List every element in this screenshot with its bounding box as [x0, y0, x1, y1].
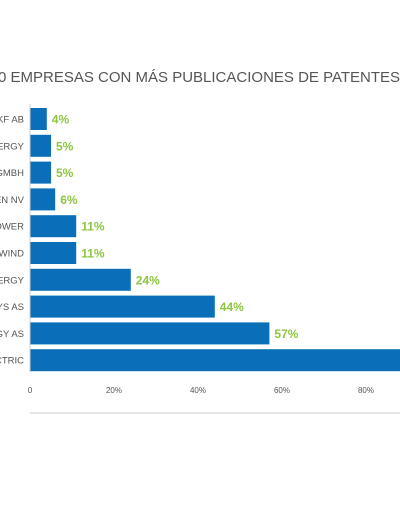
bar [30, 242, 77, 264]
bar [30, 108, 47, 130]
category-label: IERGY [0, 275, 25, 286]
x-tick-label: 20% [106, 386, 122, 395]
x-tick-label: 60% [274, 386, 290, 395]
data-label: 57% [274, 327, 298, 341]
x-tick-label: 0 [28, 386, 33, 395]
data-label: 11% [81, 220, 105, 234]
category-label: OWER [0, 222, 24, 233]
category-label: KF AB [0, 115, 24, 126]
data-labels: 4%5%5%6%11%11%24%44%57% [52, 113, 299, 341]
category-label: GY AS [0, 329, 24, 340]
data-label: 24% [136, 273, 160, 287]
chart-title: 0 EMPRESAS CON MÁS PUBLICACIONES DE PATE… [0, 69, 400, 86]
category-label: IERGY [0, 141, 25, 152]
category-label: GMBH [0, 168, 24, 179]
bar [30, 268, 131, 291]
data-label: 5% [56, 139, 74, 153]
category-label: YS AS [0, 302, 24, 313]
data-label: 6% [60, 193, 78, 207]
category-label: CTRIC [0, 356, 24, 367]
x-axis-tick-labels: 0 20% 40% 60% 80% [28, 386, 374, 395]
category-label: EN NV [0, 195, 25, 206]
data-label: 5% [56, 166, 74, 180]
x-tick-label: 40% [190, 386, 206, 395]
bar [30, 295, 215, 318]
bar [30, 349, 400, 372]
category-labels: KF AB IERGY GMBH EN NV OWER WIND IERGY YS AS GY … [0, 115, 25, 367]
data-label: 44% [220, 300, 244, 314]
data-label: 11% [81, 247, 105, 261]
bars-group [30, 108, 400, 372]
bar [30, 134, 51, 157]
bar [30, 161, 51, 184]
x-tick-label: 80% [358, 386, 374, 395]
bar [30, 188, 56, 211]
data-label: 4% [52, 113, 70, 127]
category-label: WIND [0, 249, 24, 260]
bar [30, 215, 77, 238]
bar [30, 322, 270, 345]
